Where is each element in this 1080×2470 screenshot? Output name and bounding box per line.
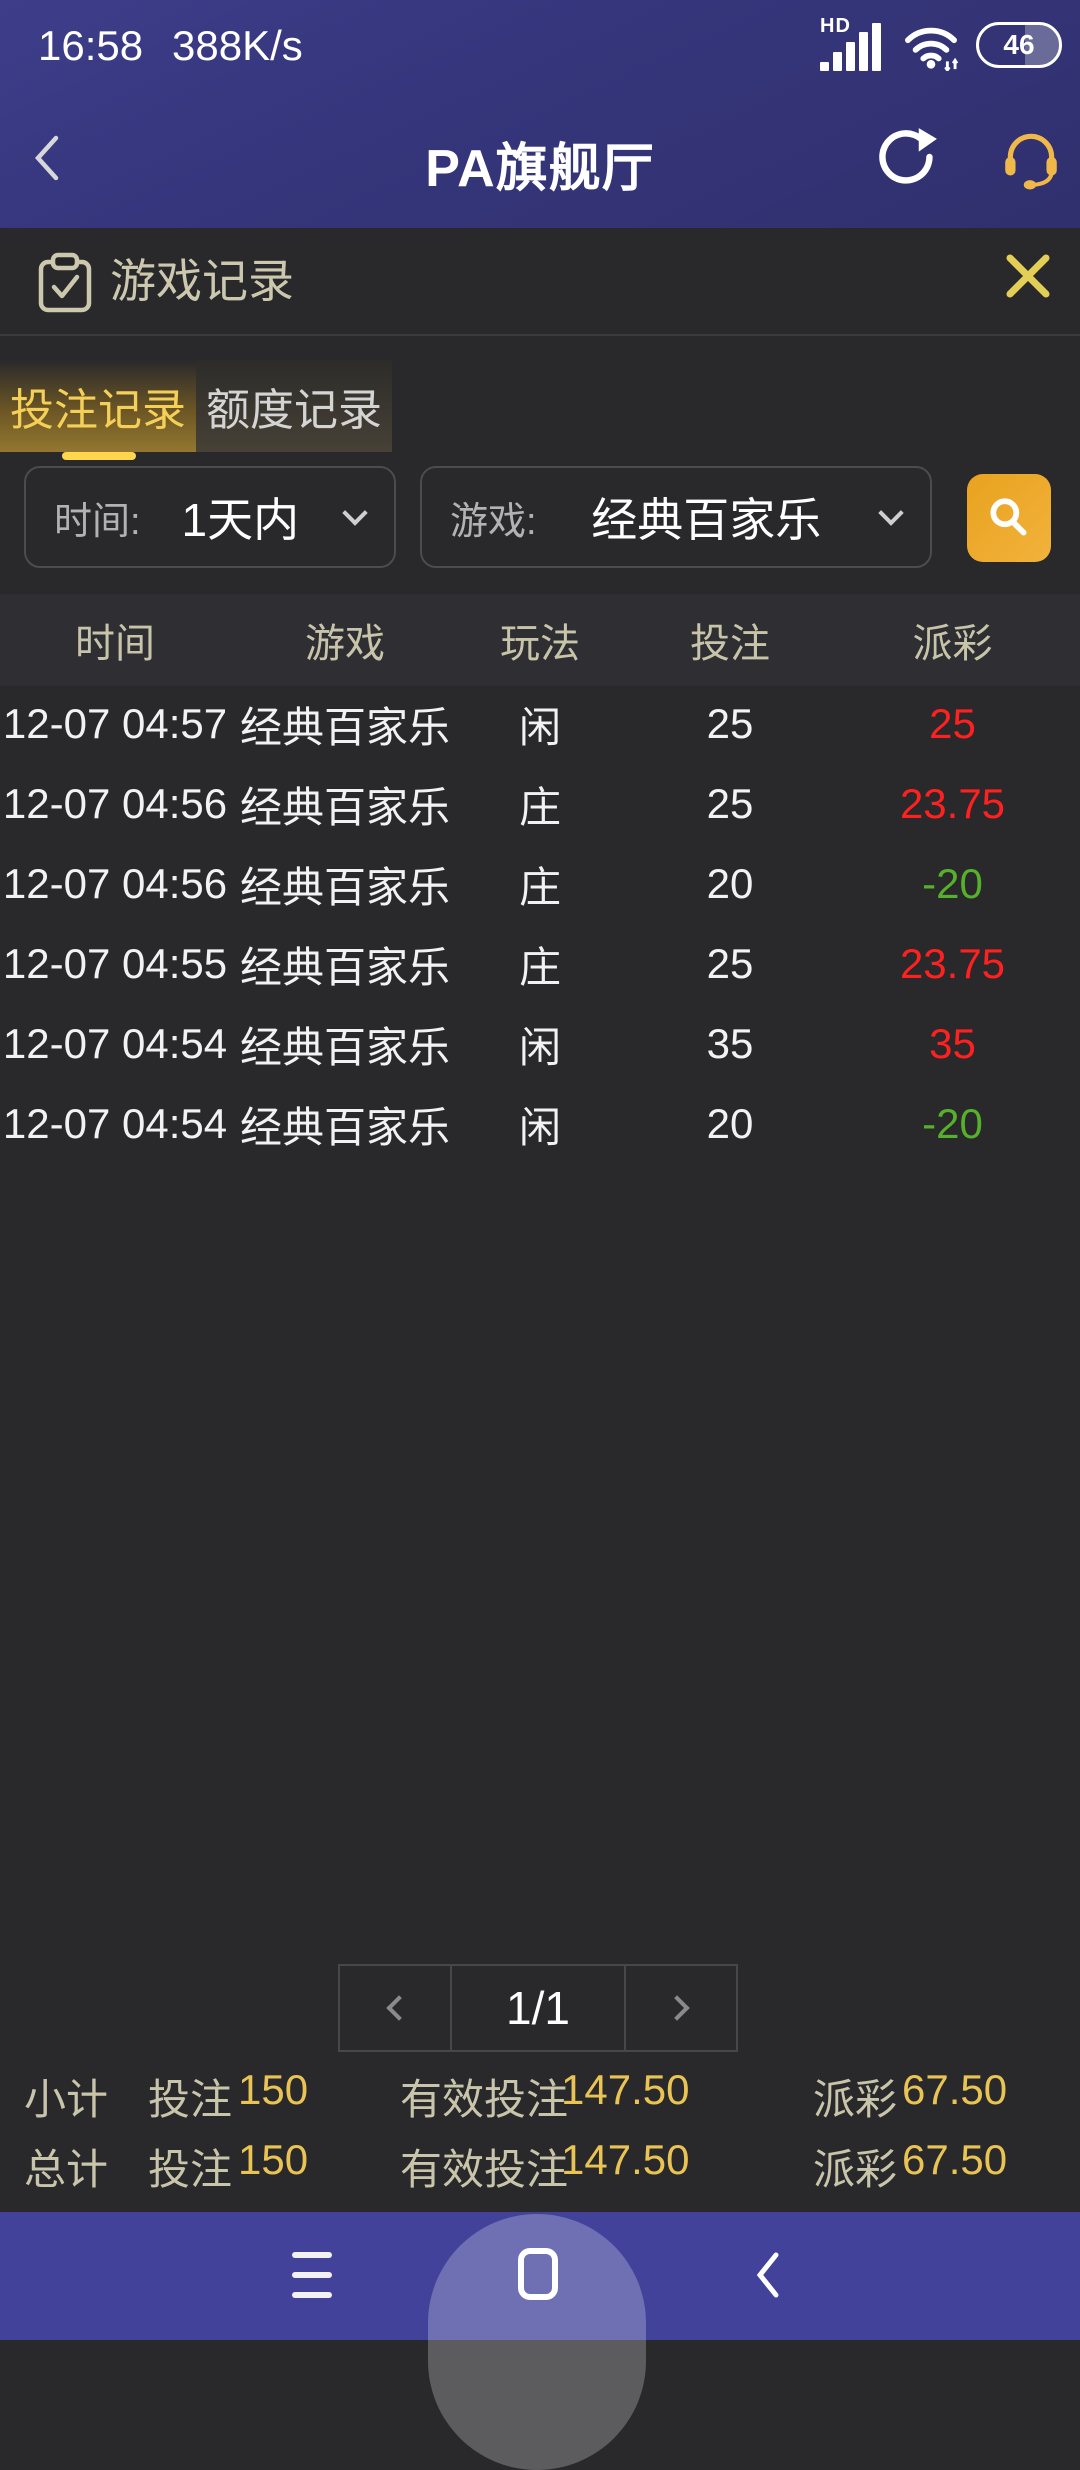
- records-panel-title: 游戏记录: [110, 255, 294, 307]
- table-row[interactable]: 12-07 04:56 经典百家乐 庄 25 23.75: [0, 764, 1080, 844]
- chevron-left-icon: [386, 1995, 412, 2021]
- refresh-button[interactable]: [876, 126, 938, 188]
- network-speed: 388K/s: [172, 22, 303, 69]
- game-filter-dropdown[interactable]: 游戏: 经典百家乐: [420, 466, 932, 568]
- table-row[interactable]: 12-07 04:54 经典百家乐 闲 20 -20: [0, 1084, 1080, 1164]
- total-row: 总计 投注 150 有效投注 147.50 派彩 67.50: [0, 2124, 1080, 2194]
- search-icon: [990, 498, 1027, 536]
- active-tab-underline: [62, 452, 136, 460]
- time-filter-dropdown[interactable]: 时间: 1天内: [24, 466, 396, 568]
- payout-value: 25: [929, 700, 976, 747]
- tab-quota-records[interactable]: 额度记录: [196, 360, 392, 452]
- battery-percent: 46: [1003, 29, 1035, 60]
- close-icon[interactable]: [1000, 248, 1056, 304]
- pagination: 1/1: [338, 1964, 738, 2052]
- clipboard-icon: [38, 252, 92, 313]
- clock: 16:58: [38, 22, 144, 69]
- table-row[interactable]: 12-07 04:57 经典百家乐 闲 25 25: [0, 684, 1080, 764]
- android-nav-bar: [0, 2212, 1080, 2470]
- col-payout: 派彩: [912, 622, 993, 666]
- top-header-area: 16:58 388K/s HD 46 PA旗舰厅: [0, 0, 1080, 228]
- subtotal-payout: 67.50: [902, 2066, 1008, 2113]
- payout-value: 23.75: [899, 780, 1006, 827]
- cell-signal-icon: HD: [820, 15, 886, 73]
- table-row[interactable]: 12-07 04:56 经典百家乐 庄 20 -20: [0, 844, 1080, 924]
- payout-value: 35: [929, 1020, 976, 1067]
- chevron-down-icon: [878, 500, 904, 526]
- table-row[interactable]: 12-07 04:54 经典百家乐 闲 35 35: [0, 1004, 1080, 1084]
- search-button[interactable]: [967, 474, 1051, 562]
- back-button[interactable]: [24, 130, 72, 186]
- subtotal-valid-bet: 147.50: [561, 2066, 690, 2113]
- time-filter-label: 时间:: [54, 500, 141, 543]
- payout-value: 23.75: [899, 940, 1006, 987]
- wifi-icon: [905, 27, 959, 71]
- payout-value: -20: [922, 860, 983, 907]
- page-title: PA旗舰厅: [425, 140, 655, 198]
- time-filter-value: 1天内: [181, 494, 300, 546]
- payout-value: -20: [922, 1100, 983, 1147]
- battery-icon: 46: [976, 22, 1062, 68]
- chevron-down-icon: [342, 500, 368, 526]
- customer-service-icon[interactable]: [998, 126, 1064, 190]
- col-play: 玩法: [500, 622, 580, 666]
- total-payout: 67.50: [902, 2136, 1008, 2183]
- nav-back-button[interactable]: [752, 2250, 782, 2300]
- subtotal-row: 小计 投注 150 有效投注 147.50 派彩 67.50: [0, 2054, 1080, 2124]
- status-bar: 16:58 388K/s HD 46: [0, 15, 1080, 74]
- game-filter-label: 游戏:: [450, 500, 537, 543]
- table-header: 时间 游戏 玩法 投注 派彩: [0, 594, 1080, 686]
- total-label: 总计: [24, 2146, 109, 2193]
- chevron-right-icon: [664, 1995, 690, 2021]
- col-time: 时间: [75, 622, 155, 666]
- subtotal-bet: 150: [238, 2066, 309, 2113]
- next-page-button[interactable]: [624, 1964, 738, 2052]
- table-row[interactable]: 12-07 04:55 经典百家乐 庄 25 23.75: [0, 924, 1080, 1004]
- col-game: 游戏: [305, 622, 385, 666]
- col-bet: 投注: [690, 622, 770, 666]
- prev-page-button[interactable]: [338, 1964, 452, 2052]
- page-indicator: 1/1: [450, 1964, 626, 2052]
- records-panel-header: 游戏记录: [0, 228, 1080, 336]
- game-filter-value: 经典百家乐: [591, 494, 822, 546]
- recents-menu-button[interactable]: [292, 2252, 332, 2298]
- home-button[interactable]: [518, 2248, 558, 2300]
- total-valid-bet: 147.50: [561, 2136, 690, 2183]
- tab-bet-records[interactable]: 投注记录: [0, 360, 196, 452]
- subtotal-label: 小计: [24, 2076, 109, 2123]
- total-bet: 150: [238, 2136, 309, 2183]
